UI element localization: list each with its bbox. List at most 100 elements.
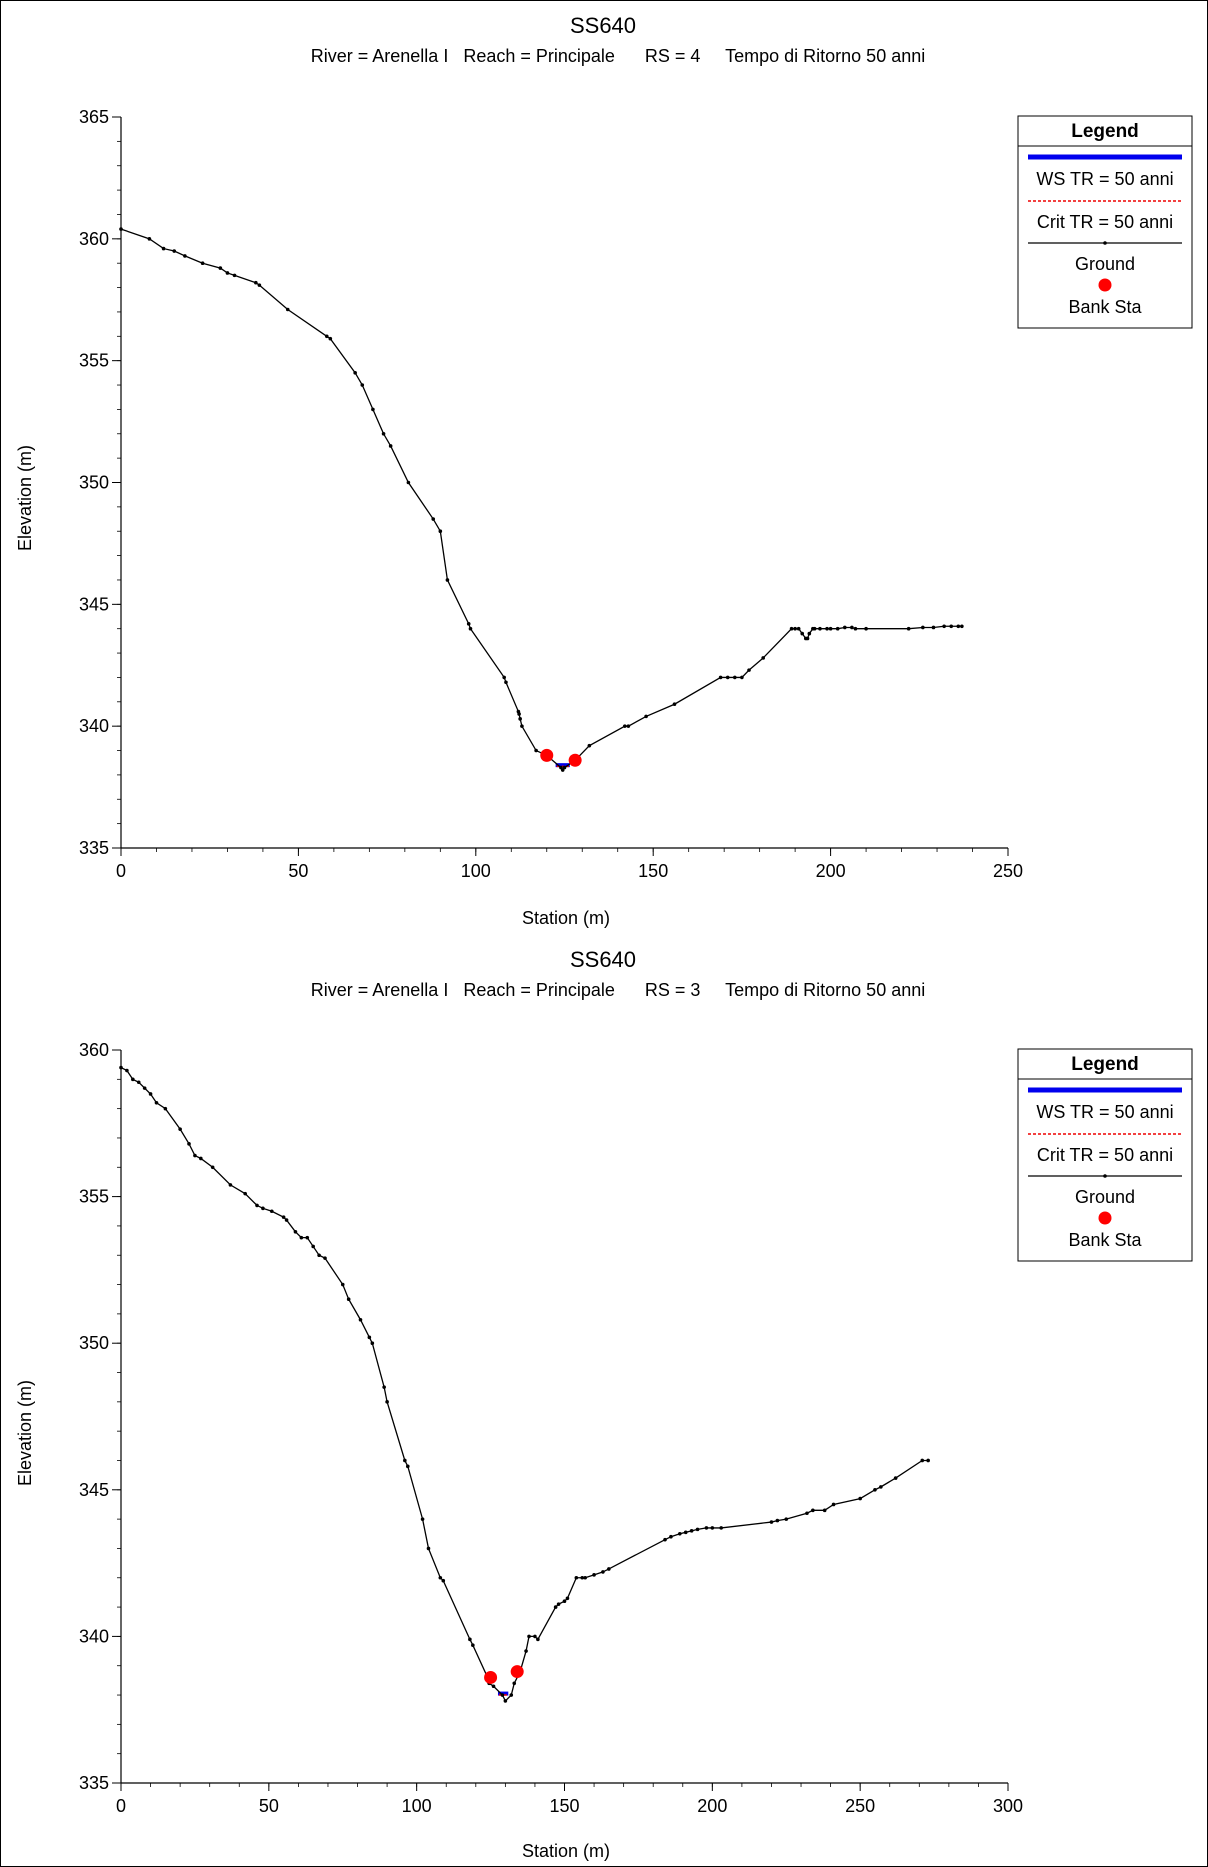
ground-point: [644, 714, 648, 719]
ground-point: [663, 1537, 667, 1542]
ground-point: [405, 1464, 410, 1469]
ground-point: [719, 1526, 724, 1530]
legend-bank-sta-marker: [1098, 278, 1112, 292]
ground-point: [805, 1511, 809, 1516]
ground-point: [147, 237, 152, 241]
x-tick-label: 100: [402, 1796, 432, 1816]
bank-sta-point: [540, 748, 554, 762]
ground-point: [858, 1496, 862, 1501]
y-tick-label: 345: [79, 1480, 109, 1500]
ground-point: [562, 765, 567, 770]
y-tick-label: 335: [79, 838, 109, 858]
ground-point: [850, 625, 854, 630]
ground-point: [842, 625, 847, 630]
ground-line: [120, 228, 962, 772]
ground-point: [864, 626, 868, 631]
ground-point: [471, 1643, 475, 1647]
y-tick-label: 335: [79, 1773, 109, 1793]
ground-point: [243, 1191, 247, 1196]
ground-point: [956, 624, 961, 629]
ground-point: [255, 1203, 259, 1208]
ground-point: [574, 1575, 579, 1580]
legend-ws-label: WS TR = 50 anni: [1036, 1102, 1173, 1122]
x-tick-label: 200: [697, 1796, 727, 1816]
ground-point: [293, 1229, 298, 1234]
ground-point: [536, 1637, 540, 1642]
x-axis-label: Station (m): [522, 1841, 610, 1861]
y-tick-label: 355: [79, 1187, 109, 1207]
ground-point: [299, 1235, 304, 1240]
ground-point: [388, 444, 393, 448]
ground-point: [689, 1529, 694, 1533]
ground-point: [142, 1086, 147, 1090]
legend-ground-label: Ground: [1075, 254, 1135, 274]
ground-point: [949, 624, 954, 629]
ground-point: [534, 748, 538, 753]
legend-bank-sta-label: Bank Sta: [1068, 297, 1142, 317]
legend-title: Legend: [1071, 121, 1139, 142]
ground-point: [553, 1605, 558, 1609]
ground-point: [491, 1684, 496, 1689]
ground-point: [438, 529, 443, 534]
x-tick-label: 250: [845, 1796, 875, 1816]
ground-point: [920, 1458, 925, 1463]
ground-point: [187, 1142, 191, 1146]
ground-point: [740, 675, 744, 680]
x-tick-label: 0: [116, 861, 126, 881]
ground-line: [120, 1067, 929, 1702]
ground-point: [324, 334, 329, 339]
ground-point: [163, 1106, 168, 1111]
ground-point: [556, 1602, 561, 1606]
ground-point: [822, 1508, 827, 1513]
ground-point: [504, 680, 508, 685]
chart-title: SS640: [570, 947, 636, 972]
ground-point: [257, 283, 262, 287]
ground-point: [527, 1634, 531, 1639]
ground-point: [893, 1476, 898, 1480]
ground-point: [193, 1153, 197, 1158]
ground-point: [583, 1575, 587, 1580]
ground-point: [562, 1599, 567, 1604]
ground-point: [381, 431, 386, 436]
ground-point: [520, 724, 524, 728]
series-layer: [119, 227, 964, 772]
ground-point: [183, 254, 187, 258]
ground-point: [131, 1077, 135, 1082]
ground-point: [323, 1256, 327, 1260]
chart-subtitle: River = Arenella I Reach = Principale RS…: [311, 980, 926, 1000]
ground-point: [254, 280, 258, 285]
ground-point: [812, 626, 817, 631]
legend-title: Legend: [1071, 1054, 1139, 1075]
ground-point: [370, 1341, 375, 1345]
legend-ws-label: WS TR = 50 anni: [1036, 169, 1173, 189]
ground-point: [426, 1546, 431, 1551]
x-tick-label: 150: [549, 1796, 579, 1816]
ground-point: [906, 626, 911, 631]
y-tick-label: 340: [79, 1626, 109, 1646]
chart-subtitle: River = Arenella I Reach = Principale RS…: [311, 46, 926, 66]
ground-point: [818, 626, 822, 631]
ground-point: [926, 1458, 930, 1463]
ground-point: [346, 1297, 351, 1302]
ground-point: [317, 1253, 321, 1258]
ground-point: [669, 1534, 673, 1539]
legend-ground-label: Ground: [1075, 1187, 1135, 1207]
ground-point: [431, 517, 436, 521]
ground-point: [835, 626, 840, 631]
legend-box: [1017, 115, 1193, 329]
bank-sta-point: [568, 753, 582, 767]
y-tick-label: 365: [79, 107, 109, 127]
ground-point: [710, 1526, 715, 1530]
ground-point: [828, 626, 833, 631]
ground-point: [592, 1573, 596, 1577]
ground-point: [607, 1567, 611, 1571]
ground-point: [524, 1649, 528, 1653]
axes: [120, 1050, 1008, 1784]
ground-point: [178, 1127, 182, 1131]
legend-crit-label: Crit TR = 50 anni: [1037, 1145, 1173, 1165]
ground-point: [119, 227, 123, 231]
x-tick-label: 300: [993, 1796, 1023, 1816]
x-tick-label: 50: [259, 1796, 279, 1816]
y-axis-label: Elevation (m): [15, 445, 35, 551]
ground-point: [509, 1693, 514, 1697]
